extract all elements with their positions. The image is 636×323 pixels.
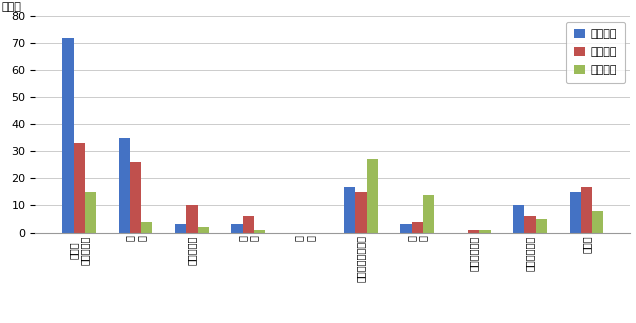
Bar (243, 216, 254, 233)
Legend: 県外転入, 県外転出, 県内移動: 県外転入, 県外転出, 県内移動 (566, 22, 625, 83)
Bar (592, 211, 604, 233)
Bar (186, 205, 198, 233)
Bar (468, 230, 480, 233)
Bar (423, 195, 434, 233)
Bar (198, 227, 209, 233)
Bar (141, 222, 153, 233)
Bar (401, 224, 411, 233)
Bar (525, 216, 536, 233)
Bar (74, 143, 85, 233)
Bar (232, 224, 243, 233)
Bar (480, 230, 490, 233)
Bar (119, 138, 130, 233)
Bar (175, 224, 186, 233)
Bar (570, 192, 581, 233)
Bar (411, 222, 423, 233)
Bar (85, 192, 96, 233)
Bar (581, 187, 592, 233)
Y-axis label: （人）: （人） (1, 2, 22, 12)
Bar (366, 160, 378, 233)
Bar (536, 219, 547, 233)
Bar (356, 192, 366, 233)
Bar (130, 162, 141, 233)
Bar (254, 230, 265, 233)
Bar (344, 187, 356, 233)
Bar (62, 38, 74, 233)
Bar (513, 205, 525, 233)
